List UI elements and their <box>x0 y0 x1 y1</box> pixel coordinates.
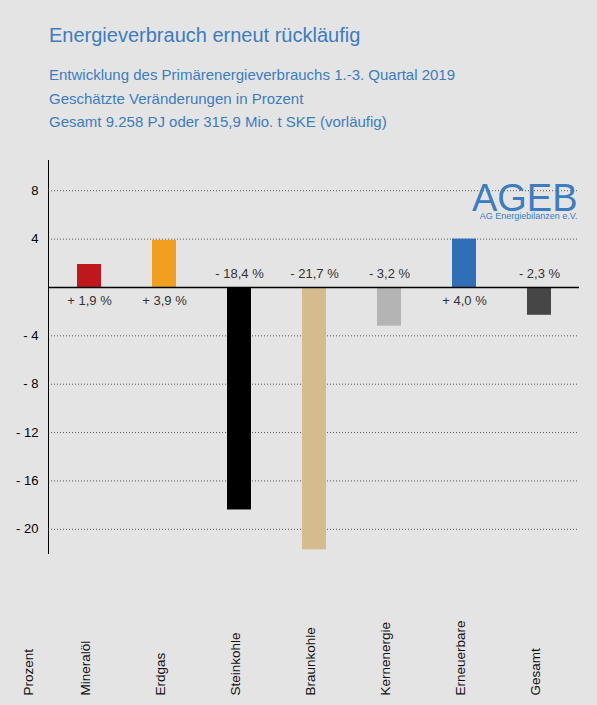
svg-text:Gesamt: Gesamt <box>528 648 543 696</box>
svg-text:+ 1,9 %: + 1,9 % <box>67 293 112 308</box>
svg-text:AGEB: AGEB <box>471 177 578 220</box>
svg-text:+ 3,9 %: + 3,9 % <box>142 293 187 308</box>
svg-text:- 3,2 %: - 3,2 % <box>369 266 411 281</box>
svg-text:Prozent: Prozent <box>21 649 36 696</box>
svg-text:Mineralöl: Mineralöl <box>78 641 93 696</box>
svg-text:4: 4 <box>31 231 38 246</box>
html-text:Gesamt 9.258 PJ oder 315,9 Mio: Gesamt 9.258 PJ oder 315,9 Mio. t SKE (v… <box>49 113 387 130</box>
svg-text:8: 8 <box>31 183 38 198</box>
svg-text:- 12: - 12 <box>16 425 38 440</box>
svg-text:+ 4,0 %: + 4,0 % <box>442 293 487 308</box>
html-text:Energieverbrauch erneut rücklä: Energieverbrauch erneut rückläufig <box>49 24 361 46</box>
svg-text:- 8: - 8 <box>23 376 38 391</box>
html-text:Geschätzte Veränderungen in Pr: Geschätzte Veränderungen in Prozent <box>49 89 304 107</box>
svg-text:AG Energiebilanzen e.V.: AG Energiebilanzen e.V. <box>480 211 578 221</box>
svg-text:Steinkohle: Steinkohle <box>228 632 243 695</box>
svg-text:- 2,3 %: - 2,3 % <box>519 266 561 281</box>
svg-text:Braunkohle: Braunkohle <box>303 627 318 695</box>
svg-text:Erneuerbare: Erneuerbare <box>453 620 468 695</box>
svg-text:- 16: - 16 <box>16 473 38 488</box>
html-text:Entwicklung des Primärenergiev: Entwicklung des Primärenergieverbrauchs … <box>49 66 455 83</box>
svg-text:- 20: - 20 <box>16 521 38 536</box>
svg-text:Erdgas: Erdgas <box>153 652 168 695</box>
svg-text:Kernenergie: Kernenergie <box>378 622 393 696</box>
svg-text:- 18,4 %: - 18,4 % <box>215 266 264 281</box>
svg-text:- 21,7 %: - 21,7 % <box>290 266 339 281</box>
svg-text:- 4: - 4 <box>23 328 38 343</box>
